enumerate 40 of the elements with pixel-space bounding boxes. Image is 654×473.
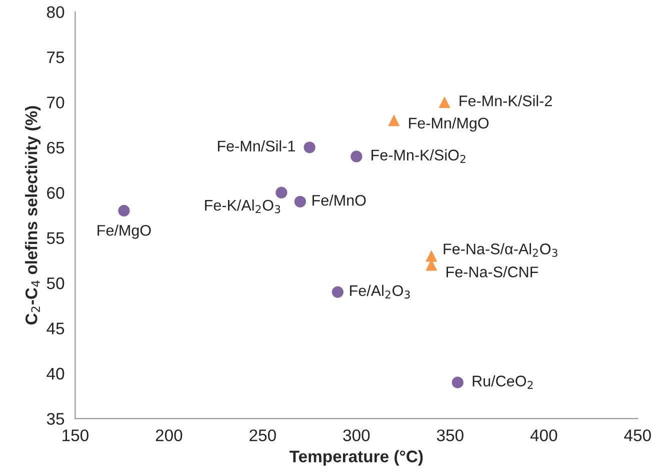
y-tick-label: 55 [46, 232, 64, 244]
point [304, 142, 316, 154]
x-tick-label: 450 [624, 429, 651, 442]
x-tick-label: 350 [436, 429, 464, 442]
annotation: Ru/CeO$_{2}$ [472, 375, 533, 389]
annotation: Fe-Mn/Sil-1 [218, 140, 295, 152]
point [438, 96, 450, 108]
point [388, 114, 400, 126]
annotation: Fe/MnO [312, 194, 366, 206]
annotation: Fe-K/Al$_{2}$O$_{3}$ [205, 199, 280, 214]
y-tick-label: 80 [46, 6, 64, 18]
y-tick-label: 50 [46, 277, 64, 290]
annotation: Fe-Mn/MgO [409, 117, 489, 132]
y-axis-title: C$_{2}$-C$_{4}$ olefins selectivity (%) [25, 106, 41, 324]
y-tick-label: 65 [47, 142, 64, 154]
annotation: Fe/Al$_{2}$O$_{3}$ [350, 284, 410, 299]
point [452, 376, 464, 388]
y-tick-label: 40 [46, 368, 64, 380]
x-axis-title: Temperature (°C) [290, 450, 423, 466]
y-tick-label: 35 [46, 413, 64, 425]
x-tick-label: 250 [250, 429, 276, 442]
point [294, 196, 306, 208]
point [332, 286, 344, 298]
x-tick-label: 300 [343, 429, 370, 442]
y-tick-label: 75 [47, 52, 64, 64]
point [426, 250, 438, 262]
annotation: Fe-Mn-K/Sil-2 [460, 95, 552, 106]
point [276, 186, 288, 198]
x-tick-label: 400 [530, 429, 558, 442]
y-tick-label: 60 [47, 187, 64, 199]
annotation: Fe-Na-S/CNF [446, 266, 538, 278]
y-tick-label: 70 [47, 96, 64, 108]
annotation: Fe/MgO [98, 224, 151, 239]
point [350, 150, 362, 162]
x-tick-label: 200 [156, 429, 182, 442]
x-tick-label: 150 [62, 429, 88, 442]
y-tick-label: 45 [46, 322, 64, 334]
point [118, 204, 130, 217]
annotation: Fe-Na-S/α-Al$_{2}$O$_{3}$ [444, 243, 558, 257]
annotation: Fe-Mn-K/SiO$_{2}$ [372, 149, 466, 163]
